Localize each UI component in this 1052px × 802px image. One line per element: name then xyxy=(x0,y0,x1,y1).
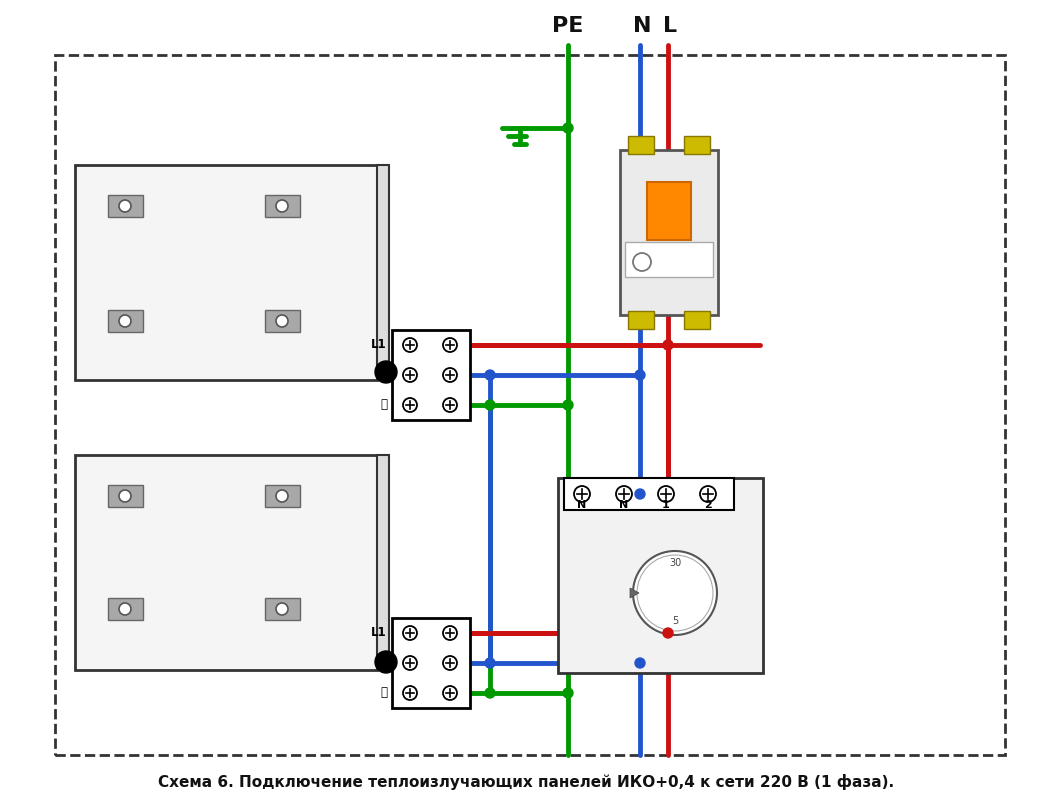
Bar xyxy=(684,311,710,329)
Bar xyxy=(265,195,300,217)
Bar xyxy=(265,485,300,507)
Text: L: L xyxy=(663,16,677,36)
Circle shape xyxy=(616,486,632,502)
Circle shape xyxy=(563,123,573,133)
Text: 5: 5 xyxy=(672,616,679,626)
Circle shape xyxy=(663,489,673,499)
Circle shape xyxy=(119,603,132,615)
Bar xyxy=(108,598,143,620)
Text: L1: L1 xyxy=(371,338,387,351)
Bar xyxy=(265,310,300,332)
Circle shape xyxy=(119,200,132,212)
Circle shape xyxy=(375,361,397,383)
Text: 30: 30 xyxy=(669,558,681,568)
Circle shape xyxy=(403,656,417,670)
Circle shape xyxy=(119,490,132,502)
Bar xyxy=(75,455,377,670)
Circle shape xyxy=(635,658,645,668)
Text: ⏚: ⏚ xyxy=(380,687,387,699)
Circle shape xyxy=(633,253,651,271)
Text: N: N xyxy=(620,500,629,510)
Bar xyxy=(628,311,654,329)
Circle shape xyxy=(485,370,495,380)
Circle shape xyxy=(638,555,713,631)
Bar xyxy=(558,478,763,673)
Bar xyxy=(377,165,389,380)
Circle shape xyxy=(563,400,573,410)
Bar xyxy=(684,136,710,154)
Circle shape xyxy=(633,551,717,635)
Circle shape xyxy=(403,686,417,700)
Circle shape xyxy=(663,340,673,350)
Circle shape xyxy=(635,489,645,499)
Circle shape xyxy=(403,626,417,640)
Circle shape xyxy=(276,315,288,327)
Text: N: N xyxy=(578,500,587,510)
Text: ⏚: ⏚ xyxy=(380,399,387,411)
Circle shape xyxy=(403,368,417,382)
Bar xyxy=(647,182,691,240)
Circle shape xyxy=(403,338,417,352)
Circle shape xyxy=(485,688,495,698)
Bar xyxy=(392,618,470,708)
Circle shape xyxy=(563,688,573,698)
Circle shape xyxy=(443,338,457,352)
Circle shape xyxy=(635,370,645,380)
Bar xyxy=(265,598,300,620)
Circle shape xyxy=(276,200,288,212)
Bar xyxy=(377,455,389,670)
Circle shape xyxy=(443,626,457,640)
Text: L1: L1 xyxy=(371,626,387,639)
Circle shape xyxy=(663,628,673,638)
Circle shape xyxy=(403,398,417,412)
Bar xyxy=(625,242,713,277)
Circle shape xyxy=(443,656,457,670)
Text: N: N xyxy=(632,16,651,36)
Circle shape xyxy=(485,658,495,668)
Circle shape xyxy=(119,315,132,327)
Bar xyxy=(564,478,734,510)
Circle shape xyxy=(276,603,288,615)
Text: PE: PE xyxy=(552,16,584,36)
Bar xyxy=(620,150,719,315)
Bar xyxy=(108,195,143,217)
Circle shape xyxy=(443,398,457,412)
Text: 2: 2 xyxy=(704,500,712,510)
Circle shape xyxy=(700,486,716,502)
Bar xyxy=(75,165,377,380)
Text: N: N xyxy=(377,368,387,382)
Circle shape xyxy=(485,400,495,410)
Bar xyxy=(55,55,1005,755)
Text: 1: 1 xyxy=(662,500,670,510)
Circle shape xyxy=(574,486,590,502)
Polygon shape xyxy=(630,588,639,598)
Text: N: N xyxy=(377,657,387,670)
Circle shape xyxy=(375,651,397,673)
Circle shape xyxy=(658,486,674,502)
Bar xyxy=(108,310,143,332)
Circle shape xyxy=(276,490,288,502)
Bar xyxy=(392,330,470,420)
Bar xyxy=(628,136,654,154)
Circle shape xyxy=(443,368,457,382)
Circle shape xyxy=(443,686,457,700)
Text: Схема 6. Подключение теплоизлучающих панелей ИКО+0,4 к сети 220 В (1 фаза).: Схема 6. Подключение теплоизлучающих пан… xyxy=(158,774,894,790)
Bar xyxy=(108,485,143,507)
